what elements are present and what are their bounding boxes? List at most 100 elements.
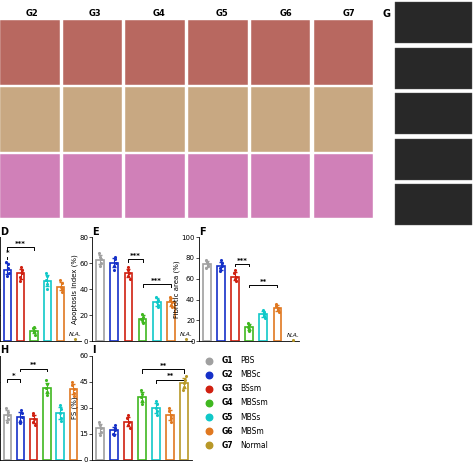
Point [42,384,49,392]
Text: **: ** [260,279,267,285]
Point [137,386,145,394]
Point [165,407,173,415]
Point [260,310,267,318]
FancyBboxPatch shape [251,87,310,152]
Point [180,383,188,391]
Point [111,425,119,432]
Text: MBSsm: MBSsm [240,399,268,408]
Point [56,409,64,417]
Text: G7: G7 [343,9,356,18]
Point [72,336,79,343]
Point [97,421,104,429]
Point [219,263,226,270]
Text: G4: G4 [221,399,233,408]
Text: G4: G4 [152,9,165,18]
Point [182,373,190,380]
Point [43,380,51,388]
Point [124,421,131,429]
Text: Normal: Normal [240,441,268,450]
Bar [138,397,146,460]
Bar [17,417,24,460]
Point [57,283,64,290]
Point [16,417,24,425]
Point [154,401,161,408]
Point [203,264,210,272]
Point [2,404,10,411]
Text: ***: *** [151,278,162,283]
Point [138,310,146,318]
Point [217,264,224,272]
Point [43,391,51,398]
Text: D: D [0,227,8,237]
Point [168,418,175,425]
Point [274,306,282,314]
Point [300,271,307,279]
Text: H: H [0,346,8,356]
Text: *: * [6,250,9,256]
Bar [70,390,77,460]
Point [110,266,118,273]
Point [96,262,104,269]
Point [18,413,26,420]
Text: G5: G5 [221,412,233,421]
Point [259,306,266,314]
Point [44,285,51,293]
Point [139,319,146,327]
Text: N.A.: N.A. [286,333,300,338]
Point [231,275,238,283]
Bar [181,383,188,460]
Point [5,270,12,277]
Text: F: F [199,227,206,237]
FancyBboxPatch shape [126,154,185,219]
Point [111,253,118,260]
Point [18,270,26,277]
Point [44,272,51,280]
Point [4,408,11,415]
Point [57,414,65,422]
Point [246,321,253,328]
Point [166,296,173,303]
Point [43,270,50,277]
Text: BSsm: BSsm [240,384,262,393]
Point [204,260,211,268]
Point [245,325,253,333]
Point [165,404,173,411]
Text: G6: G6 [221,427,233,436]
Point [97,253,104,260]
Point [168,299,175,306]
Point [124,411,132,419]
Point [153,299,161,306]
Point [152,397,159,404]
Point [111,427,119,434]
Point [43,280,51,288]
Point [96,432,104,439]
Point [29,409,37,417]
FancyBboxPatch shape [395,93,473,134]
Point [110,262,118,269]
Text: G3: G3 [221,384,233,393]
Point [124,266,131,273]
Y-axis label: FS (%): FS (%) [72,396,78,419]
Bar [124,421,132,460]
Point [244,323,252,330]
FancyBboxPatch shape [313,87,373,152]
Point [167,414,174,422]
Text: N.A.: N.A. [69,332,82,337]
Text: ***: *** [15,241,26,247]
Bar [4,270,11,341]
Point [181,376,188,383]
Point [124,272,132,280]
Text: ***: *** [130,253,141,259]
Point [203,258,211,266]
Point [153,404,160,411]
Point [152,293,160,301]
Text: G6: G6 [279,9,292,18]
Point [4,264,12,272]
Point [246,327,253,335]
Point [154,304,162,311]
Point [16,278,24,285]
Bar [30,331,37,341]
Point [232,273,239,281]
Point [179,386,187,394]
Point [112,259,119,267]
